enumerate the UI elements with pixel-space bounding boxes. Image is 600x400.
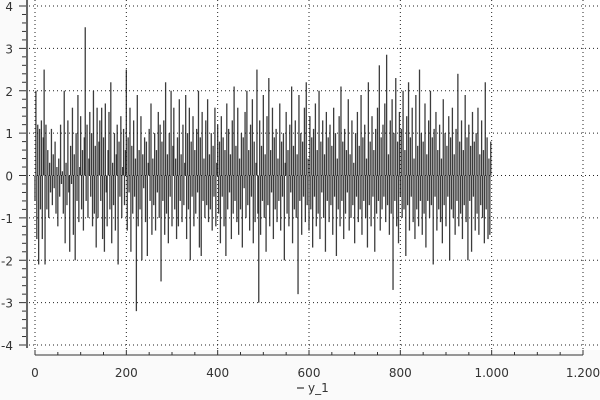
y-tick-label: -1 xyxy=(1,212,13,226)
x-axis: 0 200 400 600 800 1.000 1.200 xyxy=(31,350,600,380)
x-tick-label: 400 xyxy=(206,366,229,380)
legend[interactable]: y_1 xyxy=(297,381,329,395)
x-tick-label: 800 xyxy=(389,366,412,380)
x-tick-label: 1.000 xyxy=(474,366,508,380)
x-tick-label: 200 xyxy=(115,366,138,380)
y-tick-label: 2 xyxy=(5,85,13,99)
y-tick-label: -2 xyxy=(1,254,13,268)
x-tick-label: 1.200 xyxy=(566,366,600,380)
y-tick-label: 0 xyxy=(5,170,13,184)
y-axis: 4 3 2 1 0 -1 -2 -3 -4 xyxy=(1,0,26,353)
y-tick-label: -4 xyxy=(1,339,13,353)
x-tick-label: 600 xyxy=(298,366,321,380)
y-tick-label: 1 xyxy=(5,127,13,141)
x-tick-label: 0 xyxy=(31,366,39,380)
y-tick-label: 4 xyxy=(5,0,13,14)
y-tick-label: -3 xyxy=(1,297,13,311)
series-y_1 xyxy=(34,27,492,312)
y-tick-label: 3 xyxy=(5,42,13,56)
legend-label: y_1 xyxy=(308,381,329,395)
